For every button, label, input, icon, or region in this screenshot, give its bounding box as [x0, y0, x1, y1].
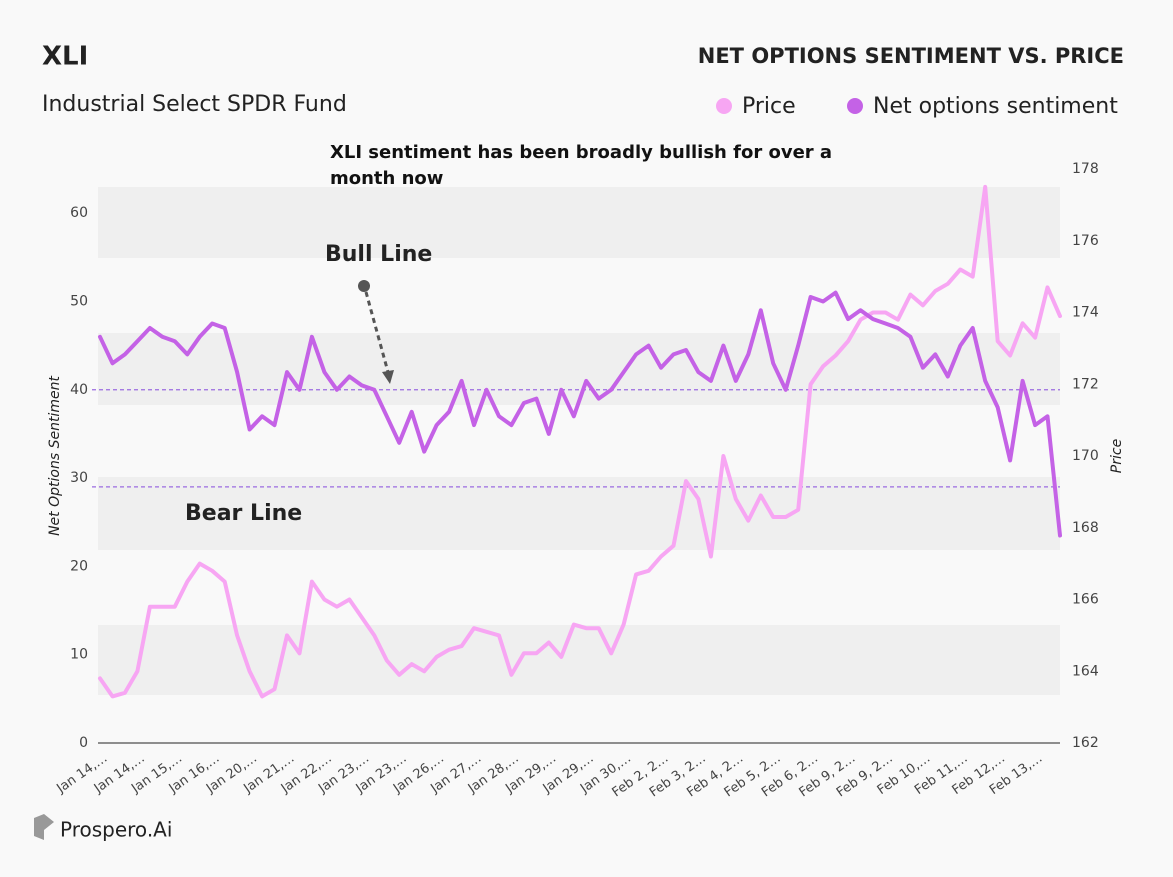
y-axis-label: Net Options Sentiment	[47, 376, 63, 536]
series-line	[98, 184, 1062, 699]
bands	[98, 187, 1060, 695]
y2-tick-label: 166	[1072, 592, 1099, 608]
bull-label: Bull Line	[325, 242, 432, 267]
annotation: XLI sentiment has been broadly bullish f…	[330, 142, 833, 189]
y2-tick-label: 170	[1072, 448, 1099, 464]
chart-title: NET OPTIONS SENTIMENT VS. PRICE	[698, 44, 1124, 68]
bear-label: Bear Line	[185, 501, 302, 526]
y-tick-label: 20	[70, 558, 88, 574]
y2-axis-label: Price	[1109, 439, 1125, 473]
y2-tick-label: 162	[1072, 735, 1099, 751]
annotation-box: XLI sentiment has been broadly bullish f…	[330, 142, 833, 189]
legend-swatch	[716, 98, 732, 114]
branding: Prospero.Ai	[60, 818, 172, 842]
y2-tick-label: 164	[1072, 663, 1099, 679]
y-tick-label: 40	[70, 382, 88, 398]
y2-tick-label: 168	[1072, 520, 1099, 536]
y-tick-label: 60	[70, 205, 88, 221]
y2-tick-label: 172	[1072, 376, 1099, 392]
subtitle: Industrial Select SPDR Fund	[42, 92, 347, 117]
title: XLI	[42, 42, 88, 72]
y-tick-label: 50	[70, 293, 88, 309]
y2-tick-label: 176	[1072, 233, 1099, 249]
y-tick-label: 10	[70, 647, 88, 663]
arrow	[358, 280, 394, 384]
y-tick-label: 30	[70, 470, 88, 486]
logo: Prospero.Ai	[34, 814, 172, 842]
legend-label: Price	[742, 94, 796, 119]
y2-tick-label: 174	[1072, 305, 1099, 321]
legend-swatch	[847, 98, 863, 114]
y2-tick-label: 178	[1072, 161, 1099, 177]
legend-label: Net options sentiment	[873, 94, 1118, 119]
series-line	[98, 290, 1062, 538]
y-tick-label: 0	[79, 735, 88, 751]
